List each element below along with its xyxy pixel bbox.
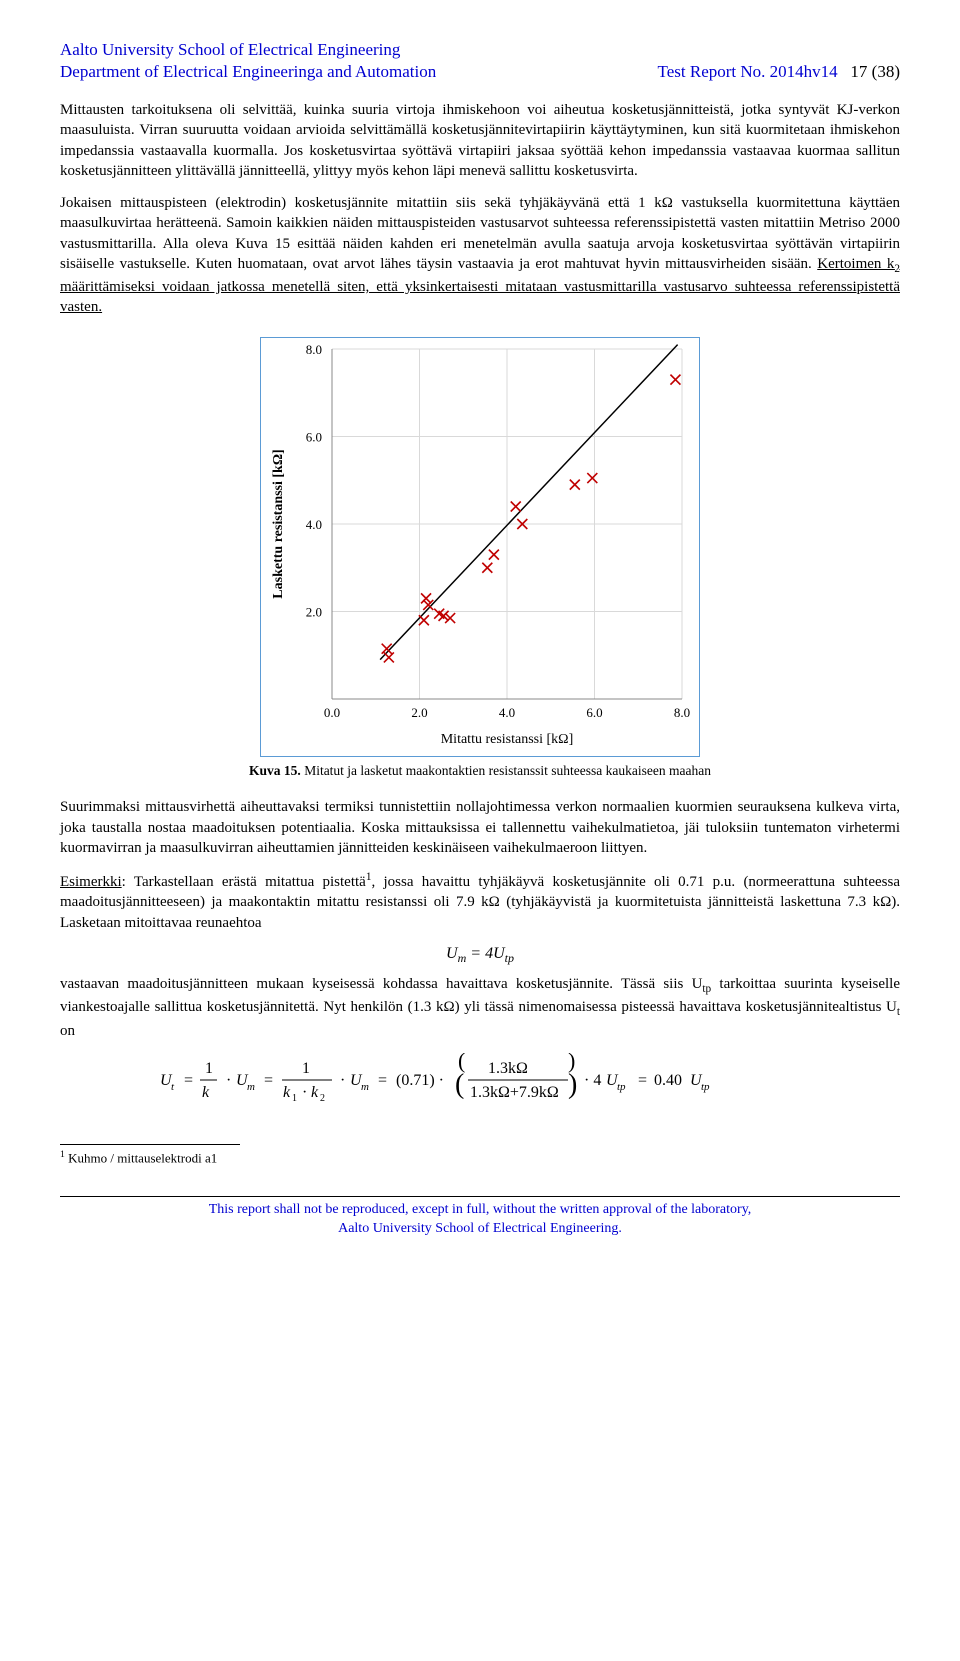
svg-text:2.0: 2.0 [411,705,427,720]
svg-text:t: t [171,1081,175,1093]
svg-text:1.3kΩ+7.9kΩ: 1.3kΩ+7.9kΩ [470,1084,559,1101]
p2-part-a: Jokaisen mittauspisteen (elektrodin) kos… [60,195,900,272]
header-university: Aalto University School of Electrical En… [60,40,900,60]
header-row: Department of Electrical Engineeringa an… [60,62,900,82]
svg-text:· 4: · 4 [584,1072,601,1089]
paragraph-1: Mittausten tarkoituksena oli selvittää, … [60,100,900,181]
footer-line-2: Aalto University School of Electrical En… [60,1220,900,1239]
svg-text:6.0: 6.0 [306,430,322,445]
p2b: Kertoimen k [817,256,894,272]
equation-2: Ut = 1 k · Um = 1 k1 · k2 · Um = (0.71) … [60,1053,900,1114]
p5c: on [60,1023,75,1039]
header-dept: Department of Electrical Engineeringa an… [60,62,436,82]
svg-text:·: · [302,1084,307,1101]
paragraph-3: Suurimmaksi mittausvirhettä aiheuttavaks… [60,797,900,858]
page-number: 17 (38) [850,62,900,81]
svg-text:8.0: 8.0 [674,705,690,720]
svg-text:0.0: 0.0 [324,705,340,720]
svg-text:·: · [340,1072,345,1089]
svg-text:·: · [226,1072,231,1089]
svg-text:6.0: 6.0 [586,705,602,720]
svg-text:8.0: 8.0 [306,342,322,357]
svg-text:0.40: 0.40 [654,1072,682,1089]
svg-text:(0.71) ·: (0.71) · [396,1072,444,1089]
example-label: Esimerkki [60,874,122,890]
chart-container: 0.0 2.0 4.0 6.0 8.0 2.0 4.0 6.0 8.0 Mitattu resis… [60,337,900,757]
paragraph-2: Jokaisen mittauspisteen (elektrodin) kos… [60,193,900,317]
p2c: määrittämiseksi voidaan jatkossa menetel… [60,279,900,315]
svg-text:m: m [361,1081,369,1093]
footnote: 1 Kuhmo / mittauselektrodi a1 [60,1149,900,1166]
svg-text:tp: tp [617,1081,626,1093]
footer-line-1: This report shall not be reproduced, exc… [60,1201,900,1220]
svg-text:1.3kΩ: 1.3kΩ [488,1060,528,1077]
footer: This report shall not be reproduced, exc… [60,1196,900,1239]
svg-text:tp: tp [701,1081,710,1093]
paragraph-5: vastaavan maadoitusjännitteen mukaan kys… [60,974,900,1041]
svg-text:2: 2 [320,1093,325,1104]
svg-text:=: = [638,1072,647,1089]
figure-caption: Kuva 15. Mitatut ja lasketut maakontakti… [60,763,900,779]
svg-text:4.0: 4.0 [499,705,515,720]
footnote-rule [60,1144,240,1145]
svg-text:1: 1 [302,1060,310,1077]
equation-1: Um = 4Utp [60,945,900,966]
p5a: vastaavan maadoitusjännitteen mukaan kys… [60,976,702,992]
svg-text:(: ( [455,1069,464,1100]
paragraph-4: Esimerkki: Tarkastellaan erästä mitattua… [60,870,900,933]
svg-text:k: k [283,1084,291,1101]
equation-2-svg: Ut = 1 k · Um = 1 k1 · k2 · Um = (0.71) … [160,1053,800,1109]
header-report: Test Report No. 2014hv14 17 (38) [658,62,900,82]
caption-text: Mitatut ja lasketut maakontaktien resist… [301,763,711,778]
footnote-text: Kuhmo / mittauselektrodi a1 [65,1150,217,1165]
caption-label: Kuva 15. [249,763,301,778]
svg-text:k: k [311,1084,319,1101]
svg-text:1: 1 [205,1060,213,1077]
svg-text:2.0: 2.0 [306,605,322,620]
svg-text:4.0: 4.0 [306,517,322,532]
svg-text:=: = [184,1072,193,1089]
scatter-chart: 0.0 2.0 4.0 6.0 8.0 2.0 4.0 6.0 8.0 Mitattu resis… [260,337,700,757]
svg-text:Mitattu resistanssi [kΩ]: Mitattu resistanssi [kΩ] [441,732,574,747]
svg-text:=: = [378,1072,387,1089]
svg-text:=: = [264,1072,273,1089]
svg-text:1: 1 [292,1093,297,1104]
svg-text:Laskettu resistanssi [kΩ]: Laskettu resistanssi [kΩ] [271,450,286,599]
svg-text:m: m [247,1081,255,1093]
svg-text:k: k [202,1084,210,1101]
svg-text:): ) [568,1069,577,1100]
p4b: : Tarkastellaan erästä mitattua pistettä [122,874,366,890]
report-no: Test Report No. 2014hv14 [658,62,838,81]
